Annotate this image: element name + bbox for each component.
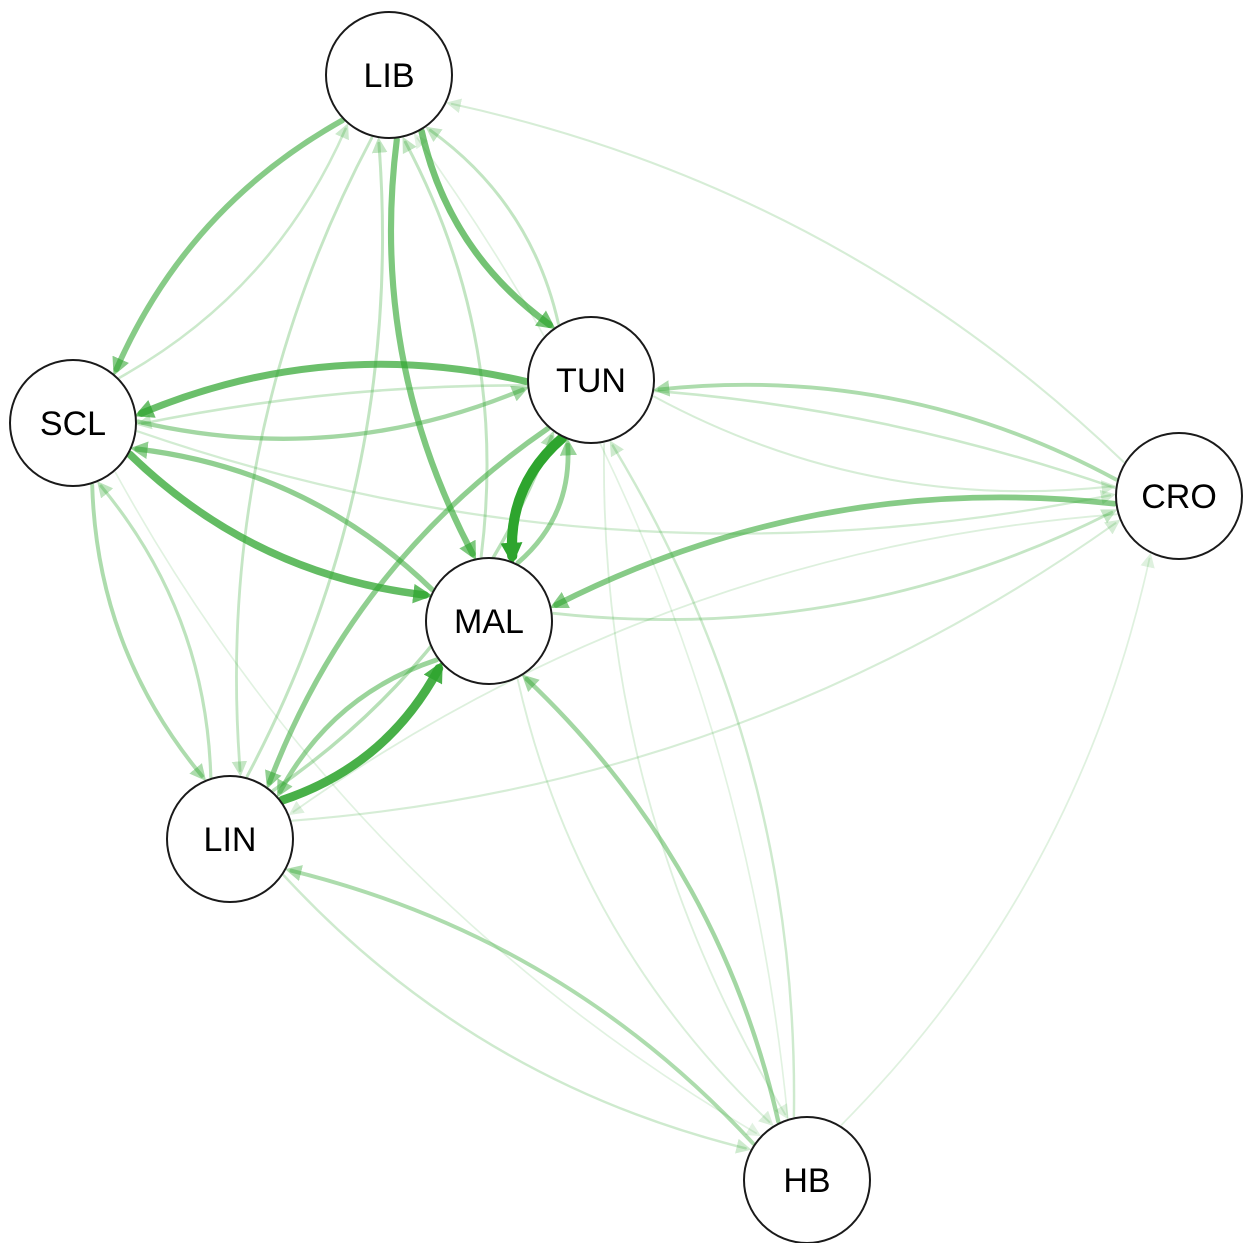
edge-cro-to-mal [549, 494, 1118, 609]
node-circle-tun [527, 316, 655, 444]
edge-hb-to-lib [413, 133, 789, 1119]
edge-mal-to-lib [402, 136, 489, 558]
edge-lib-to-lin [231, 136, 374, 777]
node-label-tun: TUN [556, 362, 626, 400]
edge-hb-to-cro [840, 552, 1155, 1126]
node-scl: SCL [9, 359, 137, 487]
edge-cro-to-lin [288, 513, 1118, 816]
edge-scl-to-lin [90, 483, 207, 781]
node-label-hb: HB [783, 1162, 830, 1200]
edge-lin-to-scl [97, 481, 213, 779]
node-circle-scl [9, 359, 137, 487]
edge-lib-to-mal [387, 136, 477, 561]
edge-lib-to-scl [112, 117, 346, 376]
edge-hb-to-tun [609, 440, 796, 1118]
node-lin: LIN [166, 775, 294, 903]
edge-lin-to-cro [291, 519, 1121, 822]
edge-lib-to-tun [418, 128, 556, 330]
edge-mal-to-hb [516, 678, 774, 1127]
node-hb: HB [743, 1116, 871, 1243]
node-cro: CRO [1115, 432, 1243, 560]
edge-mal-to-cro [552, 509, 1118, 622]
edge-lin-to-mal [277, 661, 444, 805]
edge-mal-to-tun [515, 438, 577, 566]
node-circle-lib [325, 11, 453, 139]
node-circle-mal [425, 557, 553, 685]
edge-tun-to-scl [134, 360, 530, 418]
edge-cro-to-lib [446, 98, 1125, 463]
node-label-scl: SCL [40, 405, 106, 443]
edge-scl-to-tun [135, 385, 529, 441]
edge-scl-to-hb [114, 471, 762, 1137]
edge-mal-to-scl [130, 441, 435, 593]
node-label-mal: MAL [454, 603, 524, 641]
edge-tun-to-mal [500, 433, 568, 565]
node-circle-cro [1115, 432, 1243, 560]
edge-lin-to-hb [282, 874, 752, 1154]
edge-hb-to-lin [285, 865, 756, 1146]
node-circle-lin [166, 775, 294, 903]
node-label-cro: CRO [1141, 478, 1217, 516]
edge-scl-to-cro [136, 430, 1116, 535]
node-label-lib: LIB [363, 57, 414, 95]
node-mal: MAL [425, 557, 553, 685]
node-label-lin: LIN [204, 821, 257, 859]
node-circle-hb [743, 1116, 871, 1243]
edge-lin-to-lib [245, 137, 388, 778]
edge-tun-to-hb [603, 442, 789, 1120]
edge-cro-to-tun [652, 380, 1118, 482]
edge-mal-to-lin [276, 657, 440, 798]
edge-scl-to-mal [126, 450, 433, 604]
edge-tun-to-lin [265, 425, 551, 789]
edge-tun-to-cro [652, 395, 1117, 495]
edge-hb-to-mal [521, 674, 781, 1124]
node-lib: LIB [325, 11, 453, 139]
node-tun: TUN [527, 316, 655, 444]
edges-layer [90, 98, 1155, 1154]
nodes-layer: LIB TUN SCL CRO MAL LIN HB [9, 11, 1243, 1243]
edge-scl-to-lib [118, 123, 349, 379]
edge-tun-to-lib [425, 126, 560, 326]
